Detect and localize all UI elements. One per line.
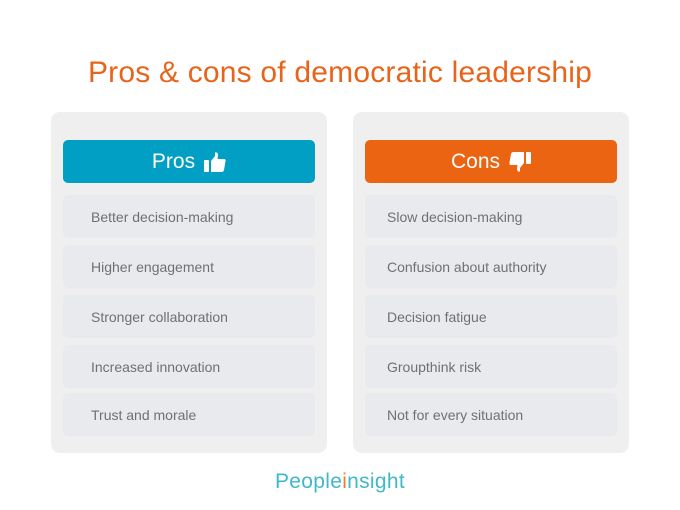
- pros-card: Pros Better decision-making Higher engag…: [51, 112, 327, 453]
- peopleinsight-logo: Peopleinsight: [274, 470, 405, 493]
- pros-item: Stronger collaboration: [63, 295, 315, 338]
- cons-card: Cons Slow decision-making Confusion abou…: [353, 112, 629, 453]
- cons-item: Confusion about authority: [365, 245, 617, 288]
- cons-header-label: Cons: [450, 149, 501, 173]
- page-title: Pros & cons of democratic leadership: [87, 56, 593, 89]
- pros-header: Pros: [63, 140, 315, 183]
- pros-item: Increased innovation: [63, 345, 315, 388]
- cons-item: Not for every situation: [365, 393, 617, 436]
- cons-item: Decision fatigue: [365, 295, 617, 338]
- cons-item: Groupthink risk: [365, 345, 617, 388]
- thumbs-down-icon: [509, 151, 532, 172]
- pros-item: Higher engagement: [63, 245, 315, 288]
- cons-header: Cons: [365, 140, 617, 183]
- pros-item: Better decision-making: [63, 195, 315, 238]
- thumbs-up-icon: [204, 151, 226, 172]
- cons-item: Slow decision-making: [365, 195, 617, 238]
- pros-item: Trust and morale: [63, 393, 315, 436]
- pros-header-label: Pros: [151, 149, 196, 173]
